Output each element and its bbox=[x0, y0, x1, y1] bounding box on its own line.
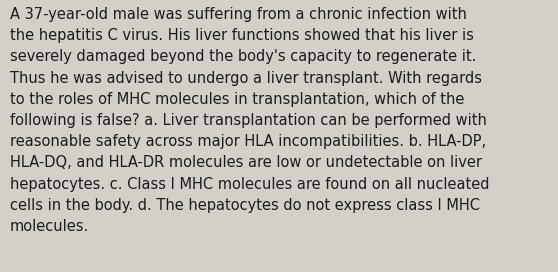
Text: A 37-year-old male was suffering from a chronic infection with
the hepatitis C v: A 37-year-old male was suffering from a … bbox=[10, 7, 489, 234]
